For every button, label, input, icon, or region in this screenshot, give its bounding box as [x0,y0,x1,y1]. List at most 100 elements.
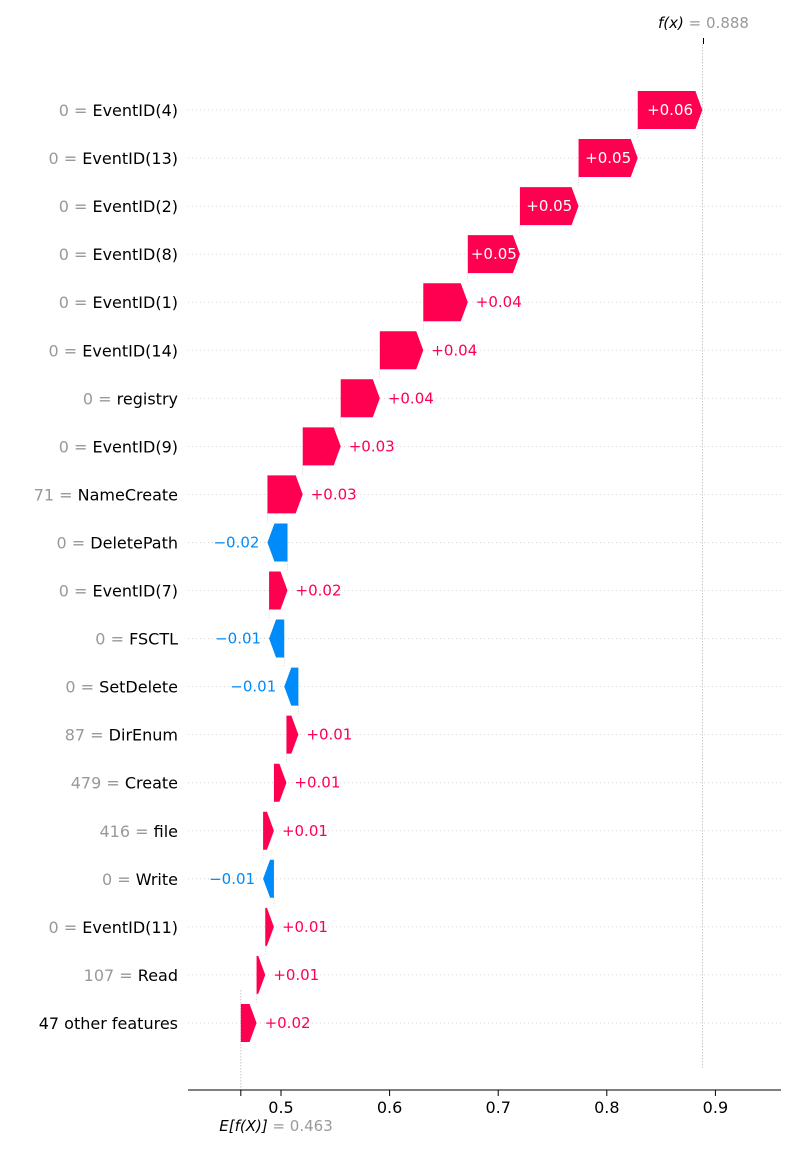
contribution-label: +0.03 [349,437,395,455]
bar [267,475,303,514]
feature-label: 0 = SetDelete [65,678,178,697]
feature-name: EventID(9) [92,437,178,456]
base-value: 0.463 [290,1117,333,1135]
fx-value: 0.888 [706,14,749,32]
feature-name: EventID(7) [92,582,178,601]
feature-label: 47 other features [39,1014,178,1033]
feature-value: 0 = [49,918,83,937]
contribution-label: +0.04 [388,389,434,407]
feature-label: 0 = EventID(1) [59,293,178,312]
bars [240,91,703,1042]
x-tick-label: 0.6 [377,1098,402,1117]
contribution-label: +0.01 [282,822,328,840]
contribution-label: +0.04 [431,341,477,359]
bar [273,763,287,802]
feature-label: 87 = DirEnum [65,726,178,745]
feature-value: 0 = [59,101,93,120]
feature-name: EventID(11) [82,918,178,937]
contribution-labels: +0.06 +0.05 +0.05 +0.05 +0.04 +0.04 +0.04 +0.03… [209,101,693,1032]
x-tick-label: 0.9 [703,1098,728,1117]
feature-value: 0 = [59,293,93,312]
bar [267,523,288,562]
bar [519,187,579,226]
contribution-label: +0.05 [585,149,631,167]
feature-value: 107 = [84,966,138,985]
fx-text: f(x) = 0.888 [658,14,749,32]
bar [263,859,274,898]
feature-value: 0 = [65,678,99,697]
contribution-label: −0.01 [209,870,255,888]
feature-label: 479 = Create [71,774,178,793]
feature-name: NameCreate [78,485,178,504]
feature-name: EventID(2) [92,197,178,216]
feature-label: 0 = EventID(11) [49,918,178,937]
feature-label: 0 = registry [83,389,178,408]
bar [269,571,288,610]
feature-name: EventID(14) [82,341,178,360]
feature-value: 0 = [95,630,129,649]
feature-name: SetDelete [99,678,178,697]
feature-label: 416 = file [100,822,179,841]
feature-label: 0 = EventID(8) [59,245,178,264]
base-annotation: E[f(X)] = 0.463 [219,1117,333,1135]
feature-value: 0 = [59,437,93,456]
contribution-label: +0.05 [526,197,572,215]
feature-value: 0 = [102,870,136,889]
feature-label: 0 = EventID(7) [59,582,178,601]
contribution-label: +0.01 [294,774,340,792]
bar [637,91,703,129]
bar [340,379,380,418]
bar [269,619,285,658]
feature-label: 0 = DeletePath [57,533,178,552]
feature-name: Write [136,870,178,889]
feature-name: EventID(1) [92,293,178,312]
feature-name: EventID(4) [92,101,178,120]
feature-label: 0 = EventID(9) [59,437,178,456]
x-axis: 0.5 0.6 0.7 0.8 0.9 [188,1089,781,1117]
bar [286,715,299,754]
contribution-label: +0.01 [282,918,328,936]
feature-name: EventID(13) [82,149,178,168]
bar [263,811,274,850]
feature-label: 0 = EventID(14) [49,341,178,360]
feature-name: DirEnum [109,726,178,745]
feature-label: 0 = Write [102,870,178,889]
base-label: E[f(X)] [219,1117,268,1135]
feature-name: 47 other features [39,1014,178,1033]
feature-name: Create [125,774,178,793]
contribution-label: +0.02 [296,582,342,600]
feature-value: 0 = [83,389,117,408]
bar [256,955,266,994]
feature-name: DeletePath [90,533,178,552]
feature-value: 416 = [100,822,154,841]
bar [467,235,520,274]
contribution-label: +0.05 [471,245,517,263]
bar [240,1003,257,1042]
feature-name: registry [117,389,178,408]
feature-value: 0 = [59,245,93,264]
contribution-label: −0.02 [213,533,259,551]
feature-name: file [154,822,178,841]
base-text: E[f(X)] = 0.463 [219,1117,333,1135]
feature-value: 0 = [59,197,93,216]
contribution-label: +0.06 [647,101,693,119]
feature-labels: 0 = EventID(4)0 = EventID(13)0 = EventID… [34,101,178,1033]
contribution-label: +0.03 [311,485,357,503]
feature-name: EventID(8) [92,245,178,264]
feature-label: 107 = Read [84,966,178,985]
feature-label: 0 = EventID(13) [49,149,178,168]
bar [265,907,274,946]
feature-value: 0 = [49,149,83,168]
x-tick-label: 0.8 [594,1098,619,1117]
reference-lines [240,44,703,1090]
contribution-label: −0.01 [215,630,261,648]
bar [578,139,638,178]
fx-label: f(x) [658,14,684,32]
bar [284,667,299,706]
feature-value: 479 = [71,774,125,793]
contribution-label: −0.01 [230,678,276,696]
feature-label: 0 = EventID(4) [59,101,178,120]
feature-value: 0 = [59,582,93,601]
fx-annotation: f(x) = 0.888 [658,14,749,44]
